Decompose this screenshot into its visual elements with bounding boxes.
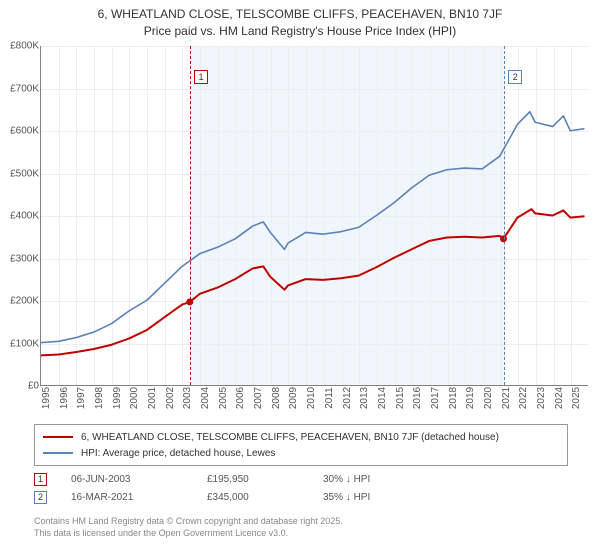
title-line-1: 6, WHEATLAND CLOSE, TELSCOMBE CLIFFS, PE…	[0, 6, 600, 23]
x-tick-label: 2022	[518, 387, 529, 409]
x-tick-label: 2006	[235, 387, 246, 409]
plot-area: £0£100K£200K£300K£400K£500K£600K£700K£80…	[40, 46, 588, 386]
footer: Contains HM Land Registry data © Crown c…	[34, 516, 343, 539]
x-tick-label: 2015	[395, 387, 406, 409]
legend-row-price-paid: 6, WHEATLAND CLOSE, TELSCOMBE CLIFFS, PE…	[43, 429, 559, 445]
sale-price-1: £195,950	[207, 474, 317, 485]
sale-date-1: 06-JUN-2003	[71, 474, 201, 485]
footer-line-1: Contains HM Land Registry data © Crown c…	[34, 516, 343, 528]
sales-row-1: 1 06-JUN-2003 £195,950 30% ↓ HPI	[34, 470, 568, 488]
x-tick-label: 2018	[448, 387, 459, 409]
sale-diff-1: 30% ↓ HPI	[323, 474, 443, 485]
x-tick-label: 2009	[288, 387, 299, 409]
x-tick-label: 2007	[253, 387, 264, 409]
legend: 6, WHEATLAND CLOSE, TELSCOMBE CLIFFS, PE…	[34, 424, 568, 466]
sales-row-2: 2 16-MAR-2021 £345,000 35% ↓ HPI	[34, 488, 568, 506]
sale-date-2: 16-MAR-2021	[71, 492, 201, 503]
sale-marker-2: 2	[34, 491, 47, 504]
sale-marker-box-1: 1	[194, 70, 208, 84]
y-tick-label: £200K	[1, 296, 39, 307]
sale-vline-1	[190, 46, 191, 385]
x-tick-label: 2020	[483, 387, 494, 409]
x-tick-label: 1998	[94, 387, 105, 409]
y-tick-label: £800K	[1, 41, 39, 52]
x-tick-label: 2025	[571, 387, 582, 409]
x-tick-label: 2024	[554, 387, 565, 409]
x-tick-label: 2017	[430, 387, 441, 409]
x-tick-label: 2001	[147, 387, 158, 409]
y-tick-label: £600K	[1, 126, 39, 137]
house-price-chart: 6, WHEATLAND CLOSE, TELSCOMBE CLIFFS, PE…	[0, 0, 600, 560]
legend-row-hpi: HPI: Average price, detached house, Lewe…	[43, 445, 559, 461]
x-tick-label: 2000	[129, 387, 140, 409]
x-tick-label: 2023	[536, 387, 547, 409]
x-tick-label: 2016	[412, 387, 423, 409]
x-tick-label: 2008	[271, 387, 282, 409]
legend-swatch-price-paid	[43, 436, 73, 438]
y-tick-label: £0	[1, 381, 39, 392]
x-tick-label: 2014	[377, 387, 388, 409]
y-tick-label: £100K	[1, 338, 39, 349]
x-tick-label: 1997	[76, 387, 87, 409]
x-tick-label: 2002	[165, 387, 176, 409]
sale-price-2: £345,000	[207, 492, 317, 503]
y-tick-label: £300K	[1, 253, 39, 264]
y-tick-label: £500K	[1, 168, 39, 179]
y-tick-label: £700K	[1, 83, 39, 94]
x-tick-label: 2011	[324, 387, 335, 409]
x-tick-label: 2013	[359, 387, 370, 409]
footer-line-2: This data is licensed under the Open Gov…	[34, 528, 343, 540]
x-tick-label: 2004	[200, 387, 211, 409]
legend-label-hpi: HPI: Average price, detached house, Lewe…	[81, 448, 275, 459]
title-line-2: Price paid vs. HM Land Registry's House …	[0, 23, 600, 40]
x-tick-label: 2012	[342, 387, 353, 409]
sales-table: 1 06-JUN-2003 £195,950 30% ↓ HPI 2 16-MA…	[34, 470, 568, 506]
chart-title-block: 6, WHEATLAND CLOSE, TELSCOMBE CLIFFS, PE…	[0, 0, 600, 40]
sale-diff-2: 35% ↓ HPI	[323, 492, 443, 503]
series-price_paid	[41, 209, 585, 355]
sale-marker-box-2: 2	[508, 70, 522, 84]
x-tick-label: 2021	[501, 387, 512, 409]
x-tick-label: 2019	[465, 387, 476, 409]
x-tick-label: 1995	[41, 387, 52, 409]
x-tick-label: 2010	[306, 387, 317, 409]
series-hpi	[41, 112, 585, 343]
sale-vline-2	[504, 46, 505, 385]
legend-label-price-paid: 6, WHEATLAND CLOSE, TELSCOMBE CLIFFS, PE…	[81, 432, 499, 443]
series-svg	[41, 46, 588, 385]
y-tick-label: £400K	[1, 211, 39, 222]
x-tick-label: 1999	[112, 387, 123, 409]
legend-swatch-hpi	[43, 452, 73, 454]
sale-marker-1: 1	[34, 473, 47, 486]
x-tick-label: 2005	[218, 387, 229, 409]
x-tick-label: 2003	[182, 387, 193, 409]
x-tick-label: 1996	[59, 387, 70, 409]
